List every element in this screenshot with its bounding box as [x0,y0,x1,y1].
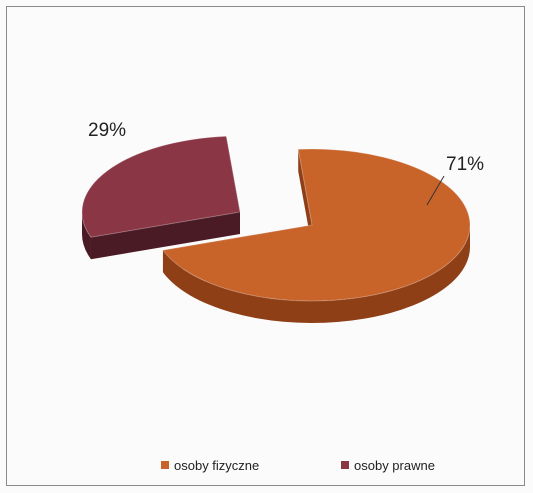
legend-label-osoby-prawne: osoby prawne [354,458,435,473]
legend-swatch-osoby-prawne [341,461,349,469]
pie-slice-osoby-fizyczne [162,148,471,302]
slice-side-osoby-prawne [90,212,240,260]
data-label-osoby-fizyczne: 71% [446,154,484,175]
pie-slices [81,135,471,323]
data-label-osoby-prawne: 29% [88,120,126,141]
leader-line [426,175,445,206]
data-labels: 29% 71% [88,120,484,206]
slice-wall-osoby-fizyczne [162,225,470,323]
legend-swatch-osoby-fizyczne [161,461,169,469]
legend-label-osoby-fizyczne: osoby fizyczne [174,458,259,473]
slice-side-osoby-fizyczne [298,149,312,247]
legend: osoby fizyczne osoby prawne [161,458,435,473]
chart-frame [6,6,525,486]
pie-slice-osoby-prawne [81,135,241,238]
slice-wall-osoby-prawne [82,212,91,260]
